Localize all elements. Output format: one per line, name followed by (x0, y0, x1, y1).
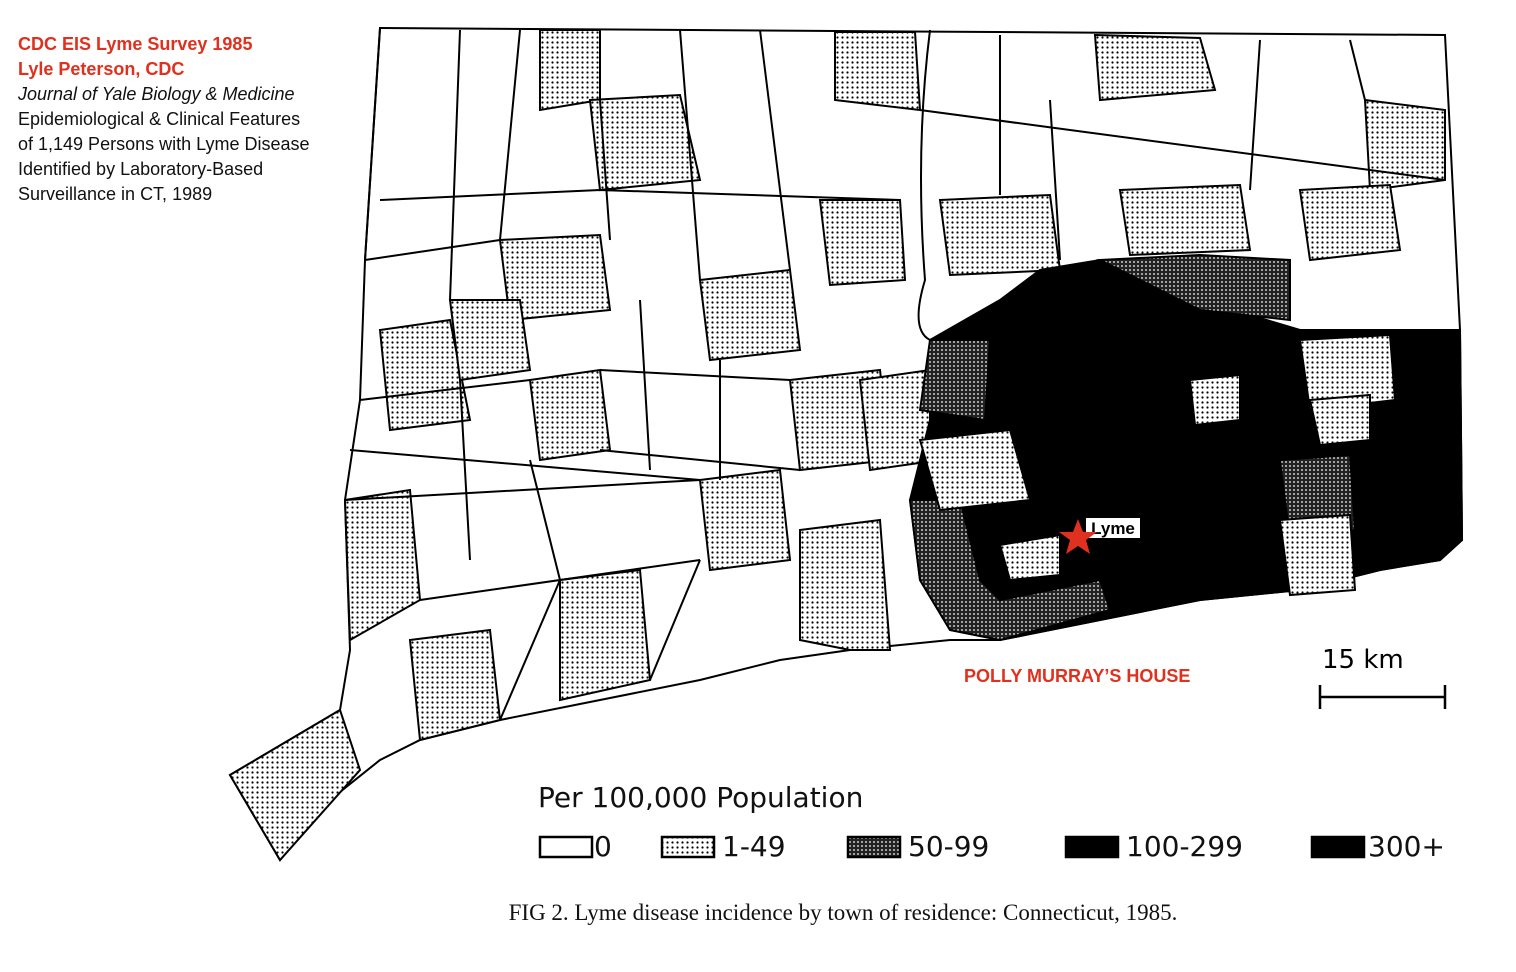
house-marker (1059, 519, 1097, 554)
header-line: Lyle Peterson, CDC (18, 59, 184, 79)
legend-swatch (1064, 835, 1120, 859)
annotation: POLLY MURRAY’S HOUSE (964, 666, 1190, 686)
header-line: Surveillance in CT, 1989 (18, 184, 212, 204)
legend-label: 1-49 (722, 830, 786, 863)
header-line: Identified by Laboratory-Based (18, 159, 263, 179)
header-line: CDC EIS Lyme Survey 1985 (18, 34, 252, 54)
scale-label: 15 km (1322, 645, 1404, 675)
header-line: of 1,149 Persons with Lyme Disease (18, 134, 309, 154)
legend-label: 0 (594, 830, 612, 863)
legend: 0 1-49 50-99 100-299 300+ (538, 830, 1445, 863)
header-line: Epidemiological & Clinical Features (18, 109, 300, 129)
legend-label: 100-299 (1126, 830, 1243, 863)
legend-swatch (1310, 835, 1366, 859)
caption: FIG 2. Lyme disease incidence by town of… (509, 900, 1178, 925)
scale-bar (1318, 685, 1447, 709)
header: CDC EIS Lyme Survey 1985 Lyle Peterson, C… (17, 34, 309, 204)
town-label: Lyme (1091, 519, 1135, 538)
legend-swatch (538, 835, 594, 859)
legend-swatch (660, 835, 716, 859)
legend-title: Per 100,000 Population (538, 781, 863, 814)
legend-label: 300+ (1368, 830, 1445, 863)
map: Lyme (228, 26, 1464, 862)
header-line: Journal of Yale Biology & Medicine (17, 84, 295, 104)
legend-swatch (846, 835, 902, 859)
legend-label: 50-99 (908, 830, 989, 863)
